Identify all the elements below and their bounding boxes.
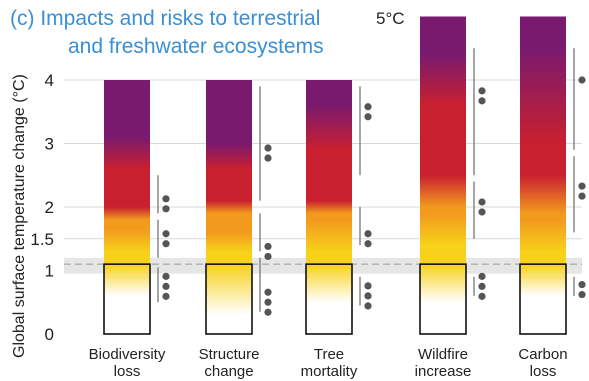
- confidence-dot: [478, 198, 486, 206]
- category-label: Biodiversity: [89, 346, 166, 363]
- y-tick-label: 1: [45, 262, 54, 281]
- category-label: loss: [114, 363, 141, 380]
- confidence-dot: [264, 298, 272, 306]
- confidence-dot: [264, 242, 272, 251]
- chart-title-line-1: (c) Impacts and risks to terrestrial: [10, 7, 320, 30]
- confidence-dot: [478, 208, 486, 216]
- confidence-dot: [478, 87, 486, 95]
- bar-outline: [103, 263, 151, 335]
- confidence-dot: [264, 252, 272, 261]
- bar: [520, 16, 566, 334]
- y-tick-label: 3: [45, 135, 54, 154]
- confidence-marks: [157, 48, 586, 316]
- chart-title-line-2: and freshwater ecosystems: [68, 35, 324, 58]
- bar-outline: [419, 263, 467, 335]
- confidence-dot: [578, 280, 586, 289]
- confidence-dot: [264, 144, 272, 152]
- confidence-dot: [578, 192, 586, 200]
- bars: [103, 16, 567, 335]
- confidence-dot: [162, 195, 170, 203]
- y-tick-label: 1.5: [30, 230, 54, 249]
- bar-outline: [305, 263, 353, 335]
- confidence-dot: [578, 290, 586, 299]
- category-label: mortality: [301, 363, 358, 380]
- confidence-dot: [364, 282, 372, 290]
- confidence-dot: [364, 113, 372, 121]
- confidence-dot: [364, 292, 372, 300]
- bar-outline: [519, 263, 567, 335]
- confidence-dot: [578, 76, 586, 84]
- bar-outline: [205, 263, 253, 335]
- confidence-dot: [264, 154, 272, 162]
- confidence-dot: [264, 288, 272, 296]
- confidence-dot: [162, 272, 170, 280]
- confidence-dot: [364, 302, 372, 310]
- category-label: Carbon: [518, 346, 567, 363]
- bar: [420, 16, 466, 334]
- bar: [306, 80, 352, 334]
- top-cap-label: 5°C: [376, 9, 405, 28]
- y-tick-label: 0: [45, 325, 54, 344]
- y-tick-label: 4: [45, 71, 54, 90]
- confidence-dot: [478, 292, 486, 300]
- y-axis-ticks: 0 1 1.5 2 3 4: [30, 71, 54, 344]
- category-label: Structure: [199, 346, 260, 363]
- category-labels: BiodiversitylossStructurechangeTreemorta…: [89, 346, 568, 380]
- y-axis-label: Global surface temperature change (°C): [11, 74, 28, 358]
- confidence-dot: [364, 103, 372, 111]
- bar: [206, 80, 252, 334]
- bar: [104, 80, 150, 334]
- confidence-dot: [162, 240, 170, 248]
- confidence-dot: [162, 292, 170, 300]
- confidence-dot: [264, 308, 272, 316]
- confidence-dot: [162, 205, 170, 213]
- confidence-dot: [364, 230, 372, 238]
- confidence-dot: [478, 97, 486, 105]
- confidence-dot: [478, 282, 486, 290]
- confidence-dot: [478, 272, 486, 280]
- confidence-dot: [578, 182, 586, 190]
- category-label: loss: [530, 363, 557, 380]
- confidence-dot: [162, 282, 170, 290]
- category-label: Tree: [314, 346, 344, 363]
- category-label: increase: [415, 363, 472, 380]
- confidence-dot: [364, 240, 372, 248]
- category-label: Wildfire: [418, 346, 468, 363]
- confidence-dot: [162, 230, 170, 238]
- y-tick-label: 2: [45, 198, 54, 217]
- category-label: change: [204, 363, 253, 380]
